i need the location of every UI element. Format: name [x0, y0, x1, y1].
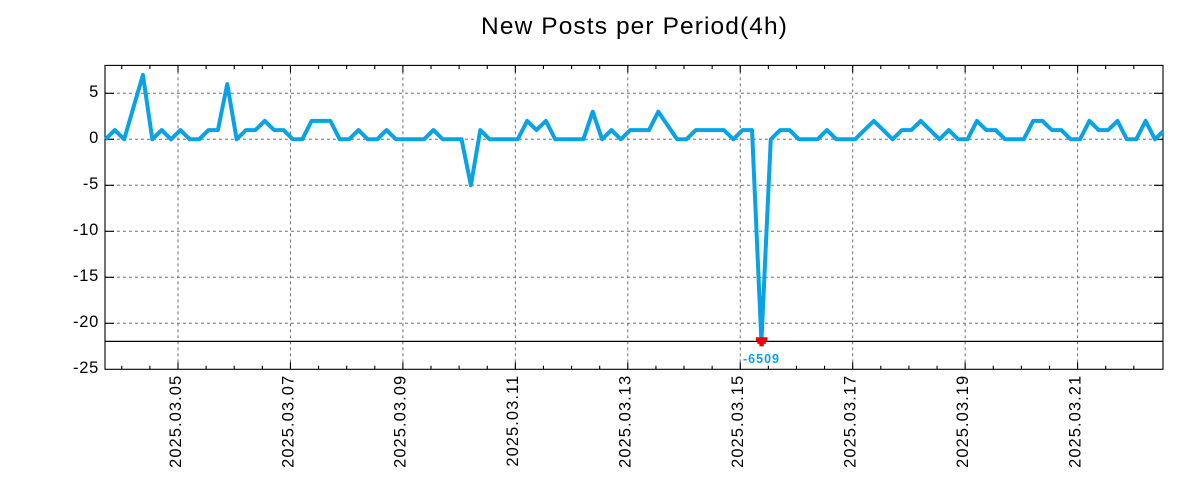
svg-text:2025.03.05: 2025.03.05 — [167, 375, 185, 468]
svg-text:-5: -5 — [83, 175, 99, 193]
svg-text:2025.03.17: 2025.03.17 — [842, 375, 860, 468]
svg-text:2025.03.09: 2025.03.09 — [392, 375, 410, 468]
svg-text:-15: -15 — [73, 267, 99, 285]
svg-text:-25: -25 — [73, 359, 99, 377]
svg-text:2025.03.21: 2025.03.21 — [1066, 375, 1084, 468]
svg-text:-10: -10 — [73, 221, 99, 239]
svg-text:2025.03.15: 2025.03.15 — [729, 375, 747, 468]
svg-text:2025.03.07: 2025.03.07 — [279, 375, 297, 468]
svg-text:New Posts per Period(4h): New Posts per Period(4h) — [481, 13, 788, 40]
svg-text:-6509: -6509 — [743, 352, 780, 366]
svg-text:0: 0 — [89, 129, 99, 147]
svg-text:2025.03.11: 2025.03.11 — [504, 375, 522, 467]
svg-text:2025.03.13: 2025.03.13 — [617, 375, 635, 468]
svg-text:-20: -20 — [73, 313, 99, 331]
svg-text:5: 5 — [89, 83, 99, 101]
svg-text:2025.03.19: 2025.03.19 — [954, 375, 972, 468]
